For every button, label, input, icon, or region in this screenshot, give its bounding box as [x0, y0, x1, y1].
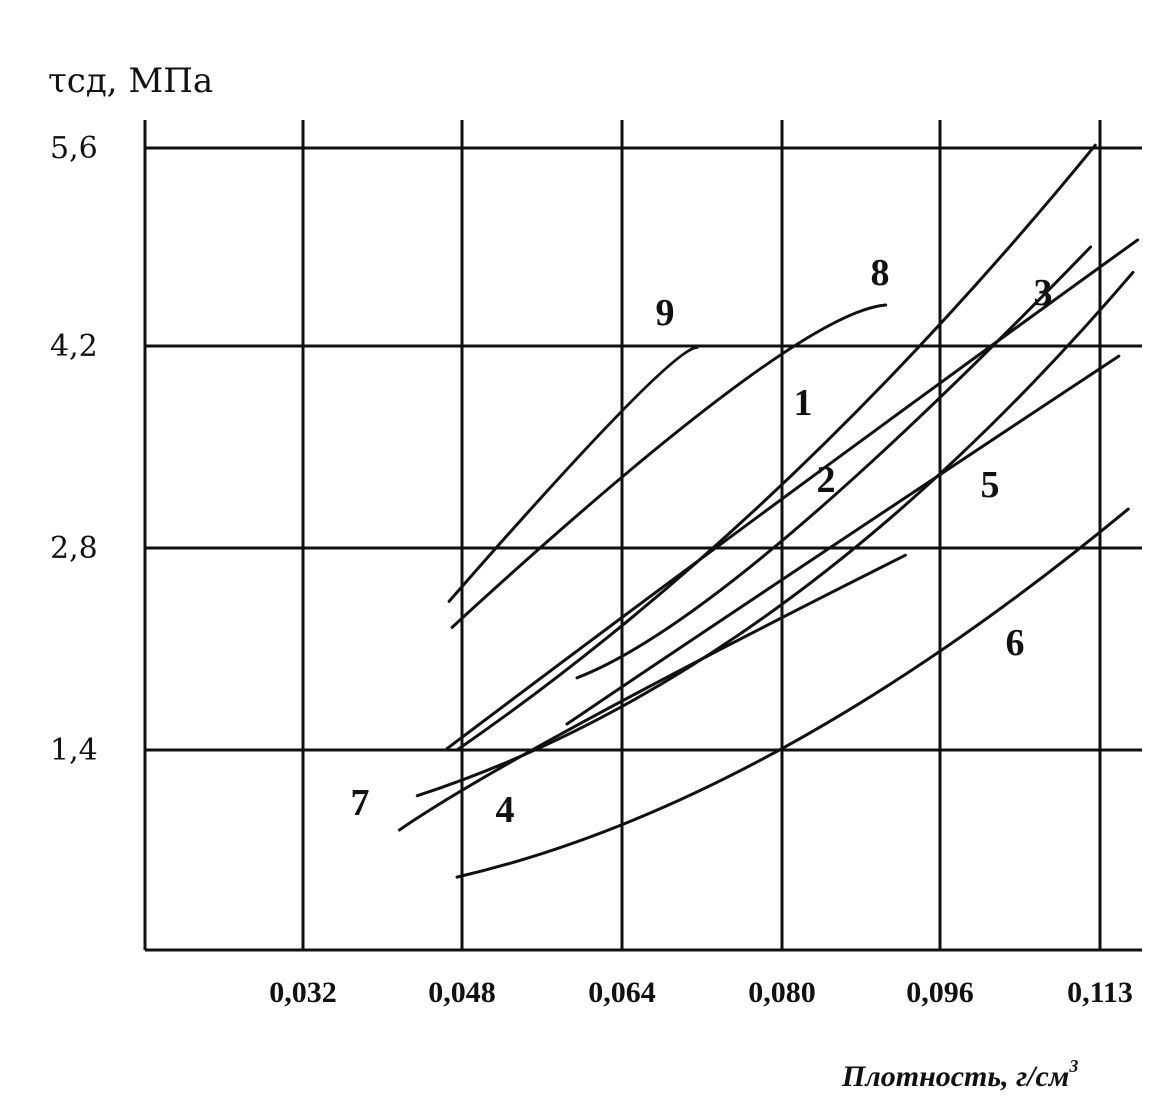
y-tick-label: 4,2: [50, 329, 98, 364]
y-axis-label: τсд, МПа: [48, 61, 213, 101]
x-axis-label: Плотность, г/см3: [841, 1056, 1078, 1093]
curve-4: [415, 270, 1135, 798]
curve-5: [565, 354, 1121, 726]
y-tick-label: 1,4: [50, 733, 98, 768]
x-tick-label: 0,096: [906, 976, 974, 1009]
curve-8: [450, 303, 888, 629]
curve-label-5: 5: [981, 464, 1000, 506]
curves: [397, 143, 1140, 879]
x-tick-label: 0,048: [428, 976, 496, 1009]
grid: [143, 120, 1142, 952]
curve-label-7: 7: [351, 782, 370, 824]
tick-labels: 0,032 0,048 0,064 0,080 0,096 0,113 1,4 2,8 4,2 5…: [50, 131, 1133, 1009]
curve-labels: 12 3 4 5 6 7 8 9: [351, 252, 1053, 831]
curve-label-9: 9: [656, 292, 675, 334]
curve-1: [455, 143, 1097, 752]
curve-label-2: 2: [817, 459, 836, 501]
curve-label-6: 6: [1006, 622, 1025, 664]
x-tick-label: 0,080: [748, 976, 816, 1009]
curve-label-1: 1: [794, 382, 813, 424]
x-axis-label-superscript: 3: [1068, 1056, 1078, 1076]
curve-label-3: 3: [1034, 272, 1053, 314]
curve-label-8: 8: [871, 252, 890, 294]
curve-6: [455, 507, 1130, 879]
curve-7: [397, 553, 907, 832]
y-tick-label: 5,6: [50, 131, 98, 166]
curve-3: [445, 238, 1140, 751]
x-tick-label: 0,032: [269, 976, 337, 1009]
x-tick-label: 0,113: [1067, 976, 1133, 1009]
x-axis-label-text: Плотность, г/см: [841, 1060, 1069, 1093]
y-tick-label: 2,8: [50, 531, 98, 566]
curve-9: [447, 345, 699, 603]
curve-label-4: 4: [496, 789, 515, 831]
x-tick-label: 0,064: [588, 976, 656, 1009]
